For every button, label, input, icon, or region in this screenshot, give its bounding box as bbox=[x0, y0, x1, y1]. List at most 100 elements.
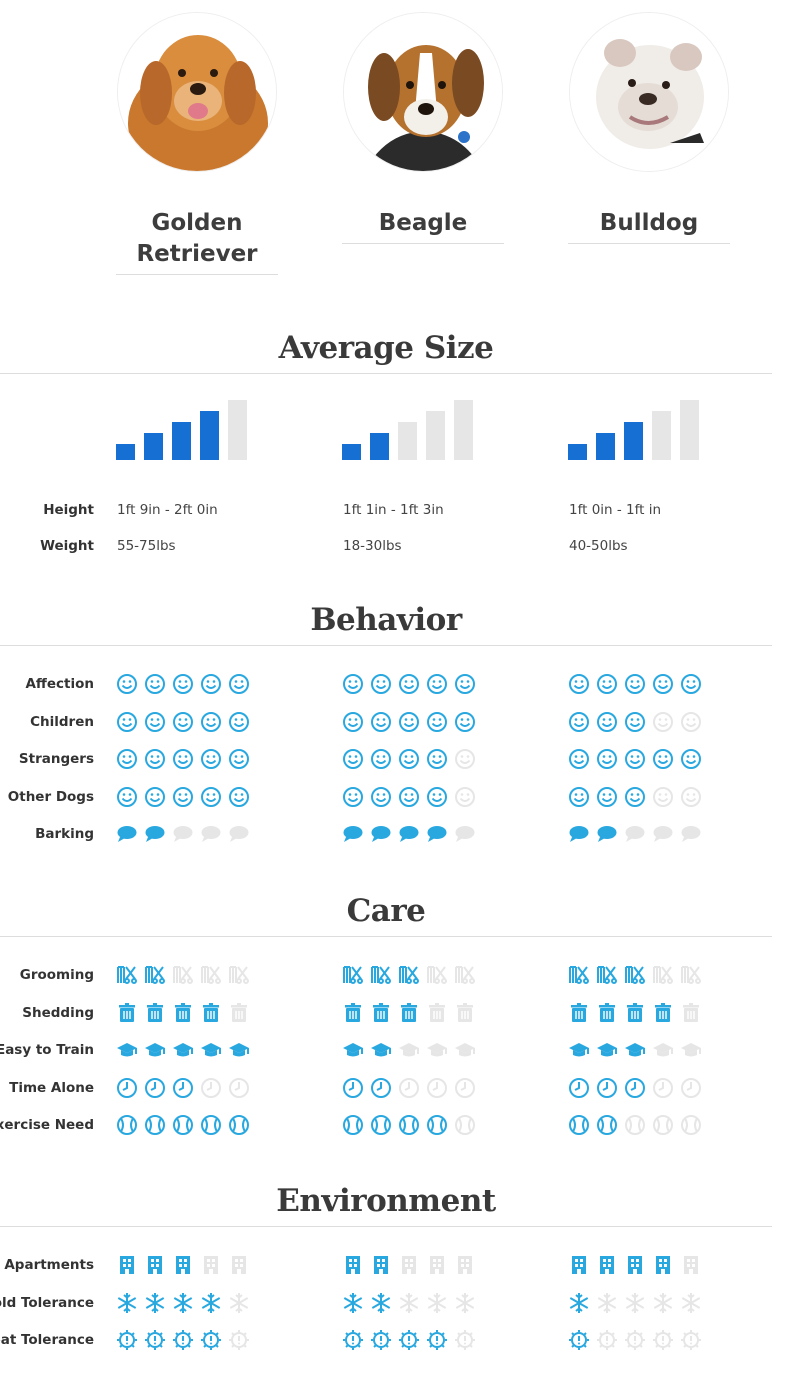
smiley-icon bbox=[596, 711, 618, 733]
smiley-icon bbox=[398, 786, 420, 808]
beagle-photo[interactable] bbox=[343, 12, 503, 172]
snowflake-icon bbox=[426, 1292, 448, 1314]
size-bar-inactive bbox=[398, 422, 417, 460]
bulldog-photo[interactable] bbox=[569, 12, 729, 172]
smiley-icon bbox=[342, 748, 364, 770]
smiley-icon bbox=[454, 786, 476, 808]
smiley-icon bbox=[398, 748, 420, 770]
rating-label: Time Alone bbox=[9, 1079, 94, 1096]
smiley-icon bbox=[624, 711, 646, 733]
smiley-icon bbox=[568, 673, 590, 695]
golden-retriever-photo[interactable] bbox=[117, 12, 277, 172]
sun-icon bbox=[370, 1329, 392, 1351]
snowflake-icon bbox=[568, 1292, 590, 1314]
snowflake-icon bbox=[624, 1292, 646, 1314]
building-icon bbox=[652, 1254, 674, 1276]
smiley-icon bbox=[172, 711, 194, 733]
section-title-environment: Environment bbox=[276, 1183, 496, 1219]
graduation-cap-icon bbox=[652, 1039, 674, 1061]
smiley-icon bbox=[228, 711, 250, 733]
rating-label: Exercise Need bbox=[0, 1117, 94, 1133]
building-icon bbox=[454, 1254, 476, 1276]
speech-bubble-icon bbox=[144, 823, 166, 845]
graduation-cap-icon bbox=[398, 1039, 420, 1061]
smiley-icon bbox=[426, 748, 448, 770]
height-value: 1ft 1in - 1ft 3in bbox=[343, 502, 444, 518]
height-value: 1ft 9in - 2ft 0in bbox=[117, 502, 218, 518]
ball-icon bbox=[454, 1114, 476, 1136]
smiley-icon bbox=[568, 748, 590, 770]
size-bar-active bbox=[172, 422, 191, 460]
comb-scissors-icon bbox=[172, 964, 194, 986]
trash-can-icon bbox=[652, 1002, 674, 1024]
ball-icon bbox=[144, 1114, 166, 1136]
sun-icon bbox=[624, 1329, 646, 1351]
ball-icon bbox=[596, 1114, 618, 1136]
smiley-icon bbox=[342, 673, 364, 695]
ball-icon bbox=[342, 1114, 364, 1136]
speech-bubble-icon bbox=[624, 823, 646, 845]
sun-icon bbox=[568, 1329, 590, 1351]
sun-icon bbox=[680, 1329, 702, 1351]
breed-column-bulldog: Bulldog bbox=[568, 12, 730, 244]
sun-icon bbox=[652, 1329, 674, 1351]
smiley-icon bbox=[200, 786, 222, 808]
smiley-icon bbox=[228, 673, 250, 695]
clock-icon bbox=[200, 1077, 222, 1099]
size-bars bbox=[116, 400, 251, 460]
rating-label: Strangers bbox=[18, 751, 94, 767]
smiley-icon bbox=[200, 748, 222, 770]
building-icon bbox=[596, 1254, 618, 1276]
rating-label: Other Dogs bbox=[7, 788, 94, 805]
size-bar-inactive bbox=[426, 411, 445, 460]
graduation-cap-icon bbox=[172, 1039, 194, 1061]
ball-icon bbox=[172, 1114, 194, 1136]
size-bar-inactive bbox=[228, 400, 247, 460]
smiley-icon bbox=[200, 673, 222, 695]
speech-bubble-icon bbox=[172, 823, 194, 845]
smiley-icon bbox=[116, 711, 138, 733]
smiley-icon bbox=[596, 748, 618, 770]
weight-label: Weight bbox=[40, 538, 94, 554]
size-bar-active bbox=[116, 444, 135, 460]
snowflake-icon bbox=[370, 1292, 392, 1314]
smiley-icon bbox=[454, 748, 476, 770]
size-bar-active bbox=[144, 433, 163, 460]
building-icon bbox=[172, 1254, 194, 1276]
ball-icon bbox=[680, 1114, 702, 1136]
size-bar-inactive bbox=[680, 400, 699, 460]
trash-can-icon bbox=[228, 1002, 250, 1024]
speech-bubble-icon bbox=[116, 823, 138, 845]
smiley-icon bbox=[398, 711, 420, 733]
ball-icon bbox=[116, 1114, 138, 1136]
breed-name[interactable]: Beagle bbox=[342, 208, 504, 244]
comb-scissors-icon bbox=[200, 964, 222, 986]
snowflake-icon bbox=[596, 1292, 618, 1314]
building-icon bbox=[398, 1254, 420, 1276]
smiley-icon bbox=[426, 673, 448, 695]
smiley-icon bbox=[144, 711, 166, 733]
trash-can-icon bbox=[568, 1002, 590, 1024]
building-icon bbox=[568, 1254, 590, 1276]
weight-value: 18-30lbs bbox=[343, 538, 402, 554]
snowflake-icon bbox=[144, 1292, 166, 1314]
sun-icon bbox=[144, 1329, 166, 1351]
smiley-icon bbox=[568, 711, 590, 733]
comb-scissors-icon bbox=[342, 964, 364, 986]
breed-name[interactable]: Bulldog bbox=[568, 208, 730, 244]
ball-icon bbox=[426, 1114, 448, 1136]
comb-scissors-icon bbox=[454, 964, 476, 986]
sun-icon bbox=[596, 1329, 618, 1351]
comb-scissors-icon bbox=[116, 964, 138, 986]
building-icon bbox=[370, 1254, 392, 1276]
smiley-icon bbox=[426, 711, 448, 733]
ball-icon bbox=[228, 1114, 250, 1136]
ball-icon bbox=[398, 1114, 420, 1136]
speech-bubble-icon bbox=[426, 823, 448, 845]
sun-icon bbox=[426, 1329, 448, 1351]
breed-name[interactable]: Golden Retriever bbox=[116, 208, 278, 275]
rating-label: Children bbox=[30, 713, 94, 730]
snowflake-icon bbox=[398, 1292, 420, 1314]
size-bar-active bbox=[624, 422, 643, 460]
ball-icon bbox=[370, 1114, 392, 1136]
